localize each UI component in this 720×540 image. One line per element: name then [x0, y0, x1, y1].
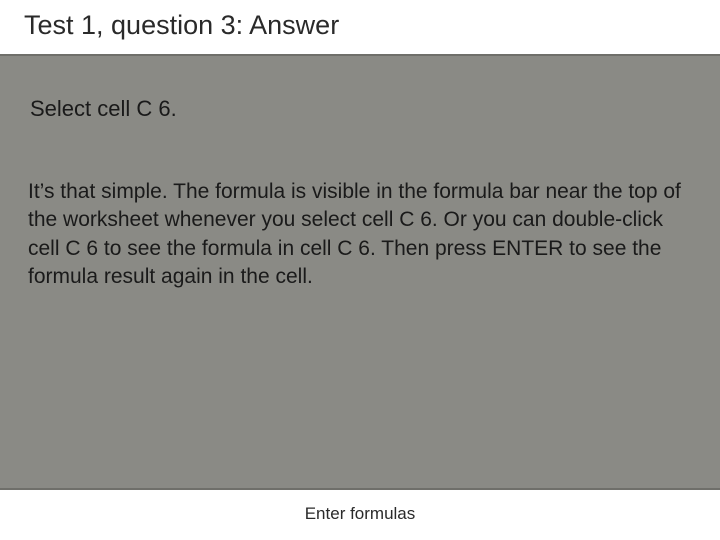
answer-line: Select cell C 6. [30, 96, 177, 122]
title-bar: Test 1, question 3: Answer [0, 0, 720, 56]
body-paragraph: It’s that simple. The formula is visible… [28, 178, 692, 291]
slide-title: Test 1, question 3: Answer [24, 10, 339, 41]
footer-bar: Enter formulas [0, 488, 720, 540]
footer-label: Enter formulas [0, 504, 720, 524]
slide: Test 1, question 3: Answer Select cell C… [0, 0, 720, 540]
